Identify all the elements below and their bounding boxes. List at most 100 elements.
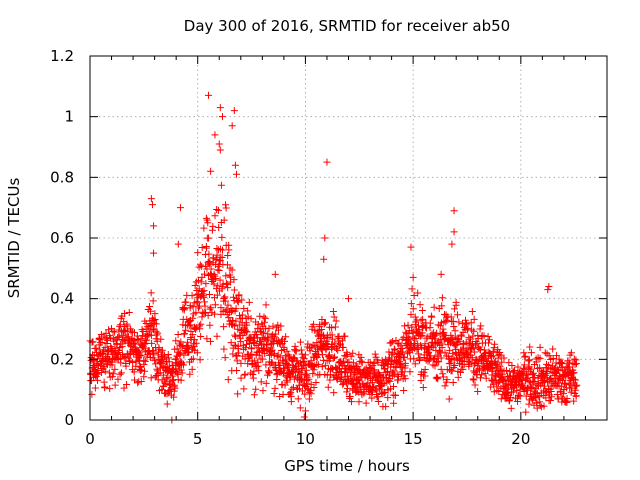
data-point — [193, 298, 201, 306]
data-point — [160, 382, 168, 390]
data-point — [470, 376, 478, 384]
y-tick-label: 1 — [64, 108, 74, 126]
data-point — [201, 308, 209, 316]
data-point — [217, 181, 225, 189]
data-point — [147, 195, 155, 203]
data-point — [438, 344, 446, 352]
data-point — [214, 206, 222, 214]
data-point — [184, 341, 192, 349]
data-point — [212, 275, 220, 283]
data-point — [216, 104, 224, 112]
data-point — [455, 318, 463, 326]
data-point — [454, 335, 462, 343]
data-point — [125, 309, 133, 317]
data-point — [272, 330, 280, 338]
data-point — [306, 347, 314, 355]
data-point — [565, 359, 573, 367]
data-point — [190, 336, 198, 344]
data-point — [259, 329, 267, 337]
data-point — [368, 386, 376, 394]
data-point — [134, 336, 142, 344]
data-point — [106, 385, 114, 393]
data-point — [241, 370, 249, 378]
data-point — [410, 355, 418, 363]
data-point — [536, 343, 544, 351]
data-point — [240, 305, 248, 313]
data-point — [141, 357, 149, 365]
data-point — [368, 388, 376, 396]
data-point — [120, 384, 128, 392]
data-point — [297, 338, 305, 346]
data-point — [332, 317, 340, 325]
data-point — [489, 377, 497, 385]
data-point — [152, 320, 160, 328]
data-point — [301, 390, 309, 398]
data-point — [454, 373, 462, 381]
data-point — [116, 370, 124, 378]
data-point — [321, 362, 329, 370]
data-point — [295, 360, 303, 368]
data-point — [221, 307, 229, 315]
data-point — [108, 325, 115, 333]
data-point — [347, 352, 355, 360]
data-point — [459, 365, 467, 373]
data-point — [138, 326, 146, 334]
data-point — [152, 328, 160, 336]
data-point — [305, 395, 313, 403]
data-point — [118, 343, 126, 351]
data-point — [323, 158, 331, 166]
data-point — [445, 395, 453, 403]
data-point — [213, 245, 221, 253]
data-point — [503, 366, 511, 374]
data-point — [401, 375, 409, 383]
data-point — [235, 291, 243, 299]
data-point — [438, 294, 446, 302]
data-point — [407, 243, 415, 251]
data-point — [151, 356, 159, 364]
data-point — [222, 279, 230, 287]
data-point — [145, 302, 153, 310]
data-point — [232, 333, 240, 341]
data-point — [442, 318, 450, 326]
data-point — [237, 374, 245, 382]
data-point — [283, 347, 291, 355]
data-point — [147, 331, 155, 339]
data-point — [140, 344, 148, 352]
data-point — [94, 370, 102, 378]
data-point — [476, 325, 484, 333]
data-point — [207, 167, 215, 175]
data-point — [407, 300, 415, 308]
data-point — [192, 323, 200, 331]
data-point — [469, 375, 477, 383]
data-point — [224, 284, 232, 292]
data-point — [339, 381, 347, 389]
data-point — [449, 379, 457, 387]
data-point — [102, 335, 110, 343]
data-point — [189, 314, 197, 322]
data-point — [376, 385, 384, 393]
data-point — [220, 323, 228, 331]
data-point — [209, 222, 217, 230]
data-point — [196, 325, 204, 333]
data-point — [130, 329, 138, 337]
data-point — [346, 392, 354, 400]
data-point — [98, 338, 106, 346]
data-point — [237, 338, 245, 346]
data-point — [282, 333, 290, 341]
data-point — [346, 394, 354, 402]
data-point — [173, 345, 181, 353]
data-point — [230, 107, 238, 115]
data-point — [205, 260, 213, 268]
data-point — [470, 327, 478, 335]
data-point — [137, 378, 145, 386]
data-point — [420, 344, 428, 352]
data-point — [392, 336, 400, 344]
data-point — [573, 381, 581, 389]
data-point — [117, 359, 125, 367]
data-point — [389, 337, 397, 345]
data-point — [191, 281, 199, 289]
data-point — [349, 359, 357, 367]
data-point — [516, 392, 524, 400]
x-tick-label: 15 — [404, 430, 423, 448]
